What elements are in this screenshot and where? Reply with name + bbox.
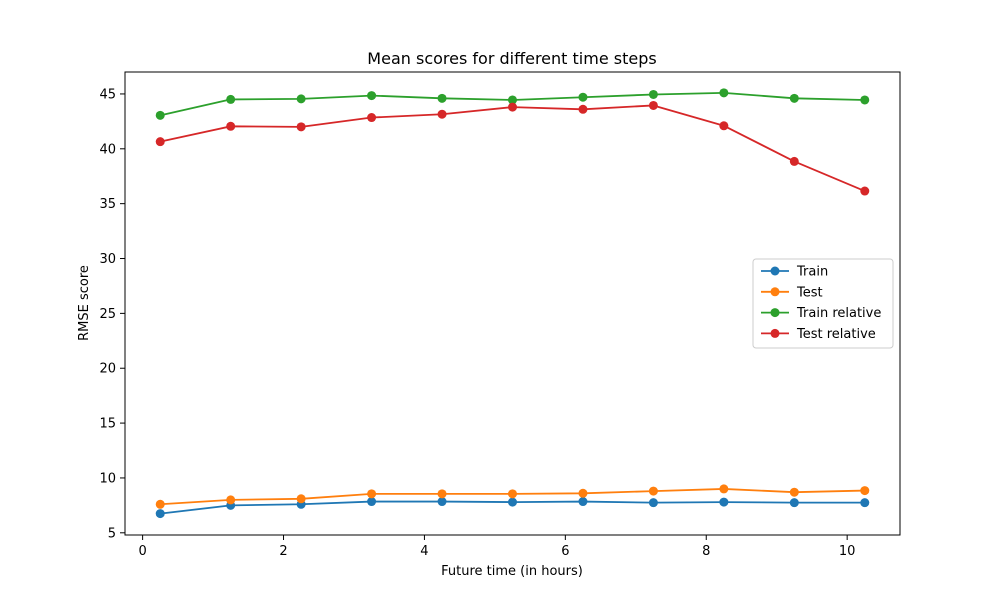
y-tick-label: 40: [99, 142, 116, 157]
legend-label: Test: [796, 285, 823, 300]
data-point-train-relative: [437, 93, 447, 103]
legend-item-test: Test: [761, 285, 823, 300]
legend-marker: [770, 287, 780, 297]
data-point-train: [367, 497, 377, 507]
data-point-test: [648, 486, 658, 496]
legend-label: Train: [796, 265, 828, 280]
x-tick-label: 2: [279, 544, 287, 559]
x-tick-label: 4: [420, 544, 428, 559]
data-point-train: [648, 498, 658, 508]
data-point-test-relative: [155, 137, 165, 147]
y-tick-label: 25: [99, 307, 116, 322]
data-point-train-relative: [155, 110, 165, 120]
y-tick-label: 15: [99, 417, 116, 432]
data-point-train-relative: [226, 94, 236, 104]
series-train: [155, 497, 870, 519]
chart-title: Mean scores for different time steps: [367, 49, 656, 68]
data-point-test: [296, 494, 306, 504]
data-point-test-relative: [789, 156, 799, 166]
data-point-test: [578, 488, 588, 498]
data-point-train: [719, 497, 729, 507]
data-point-train: [860, 498, 870, 508]
x-tick-label: 10: [839, 544, 856, 559]
data-point-test-relative: [367, 113, 377, 123]
legend-marker: [770, 266, 780, 276]
series-test-relative: [155, 100, 870, 196]
legend-item-test-relative: Test relative: [761, 327, 876, 342]
legend-marker: [770, 308, 780, 318]
legend-label: Train relative: [796, 306, 881, 321]
data-point-test-relative: [648, 100, 658, 110]
y-axis: 5 10 15 20 25 30 35 40 45: [99, 87, 125, 541]
series-line-test-relative: [160, 104, 866, 192]
data-point-test-relative: [437, 109, 447, 119]
x-tick-label: 0: [138, 544, 146, 559]
data-point-train-relative: [578, 92, 588, 102]
data-point-train-relative: [648, 89, 658, 99]
data-point-train-relative: [789, 93, 799, 103]
legend-item-train-relative: Train relative: [761, 306, 881, 321]
x-axis-label: Future time (in hours): [441, 564, 583, 579]
data-point-test: [226, 495, 236, 505]
data-point-test: [367, 489, 377, 499]
data-point-test-relative: [508, 102, 517, 112]
y-tick-label: 30: [99, 252, 116, 267]
data-point-test: [155, 499, 165, 509]
y-tick-label: 35: [99, 197, 116, 212]
x-tick-label: 6: [561, 544, 569, 559]
data-point-train-relative: [719, 88, 729, 98]
data-point-train-relative: [367, 91, 377, 101]
legend-label: Test relative: [796, 327, 876, 342]
data-point-train: [578, 497, 588, 507]
legend-frame: [752, 258, 894, 349]
data-point-test-relative: [226, 121, 236, 131]
legend-marker: [770, 328, 780, 338]
data-point-train: [508, 497, 517, 507]
y-tick-label: 10: [99, 471, 116, 486]
legend: Train Test Train relative Test relative: [752, 258, 894, 349]
y-tick-label: 45: [99, 87, 116, 102]
data-point-train: [437, 497, 447, 507]
y-axis-label: RMSE score: [77, 265, 92, 341]
data-point-test-relative: [296, 122, 306, 132]
data-point-test-relative: [578, 104, 588, 114]
data-point-train: [789, 498, 799, 508]
data-point-train-relative: [508, 95, 517, 105]
data-point-test-relative: [860, 186, 870, 196]
data-point-test: [719, 484, 729, 494]
data-point-train-relative: [860, 95, 870, 105]
data-point-test: [508, 489, 517, 499]
x-axis: 0 2 4 6 8 10: [138, 535, 855, 559]
data-point-train-relative: [296, 94, 306, 104]
legend-item-train: Train: [761, 265, 828, 280]
series-test: [155, 484, 870, 509]
x-tick-label: 8: [702, 544, 710, 559]
data-point-train: [155, 509, 165, 519]
data-point-test: [437, 489, 447, 499]
data-point-test: [860, 486, 870, 496]
data-point-test-relative: [719, 121, 729, 131]
series-train-relative: [155, 88, 870, 120]
y-tick-label: 5: [108, 526, 116, 541]
data-point-test: [789, 487, 799, 497]
y-tick-label: 20: [99, 362, 116, 377]
plot-area: [124, 71, 901, 536]
series-group: [155, 88, 870, 519]
